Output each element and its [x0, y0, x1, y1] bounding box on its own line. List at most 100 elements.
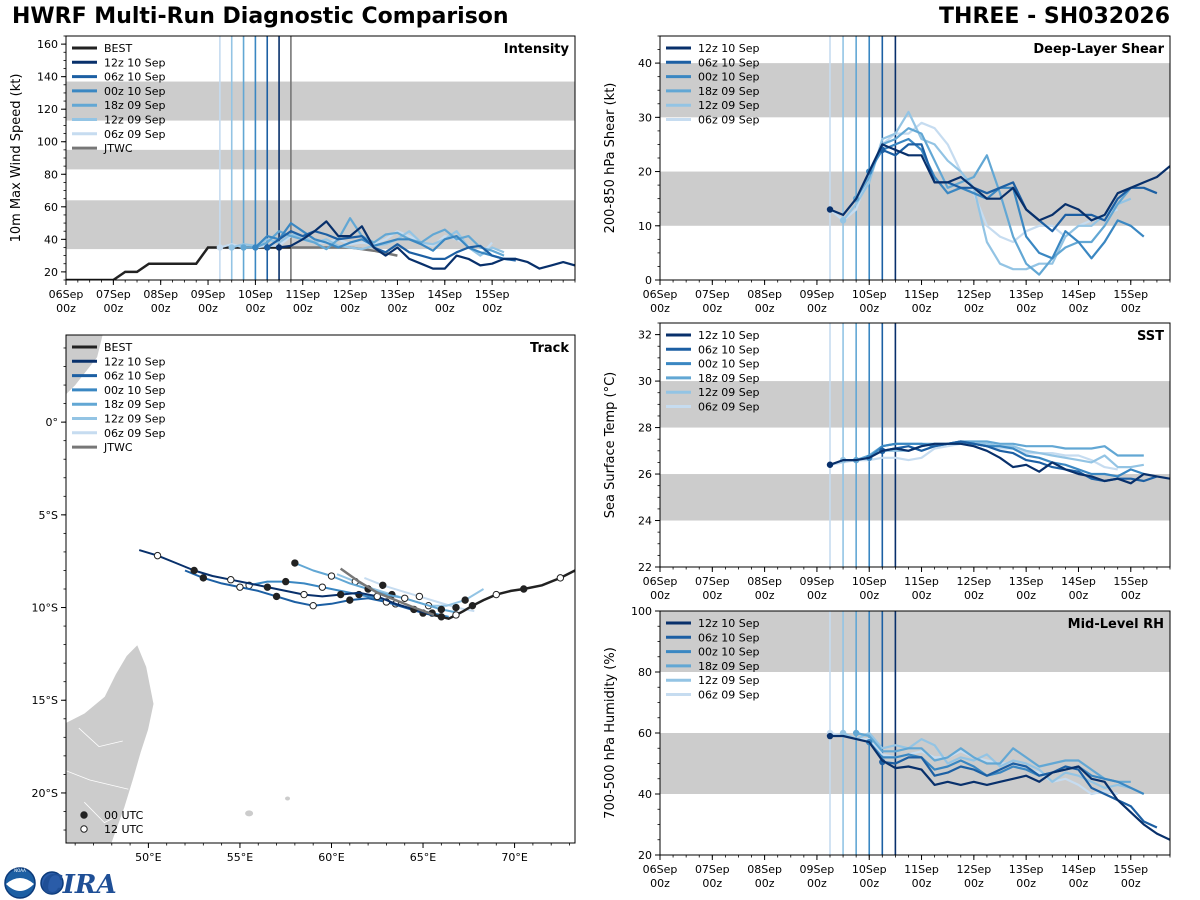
- x-tick-label-date: 09Sep: [191, 288, 226, 301]
- legend-label: 12z 09 Sep: [698, 386, 760, 399]
- legend-label: 12z 09 Sep: [104, 114, 166, 127]
- plot-area: [66, 36, 575, 280]
- x-tick-label-hour: 00z: [1069, 302, 1089, 315]
- y-axis-label: Sea Surface Temp (°C): [603, 372, 618, 519]
- x-tick-label-date: 10Sep: [852, 863, 887, 876]
- series-line: [868, 741, 1145, 795]
- series-start-point: [826, 732, 834, 740]
- legend-label: 12z 10 Sep: [104, 355, 166, 368]
- best-point-12utc: [556, 574, 565, 582]
- x-tick-label-hour: 00z: [1121, 589, 1141, 602]
- y-tick-label: 120: [37, 103, 58, 116]
- series-start-point: [252, 244, 259, 251]
- y-tick-label: 10: [638, 220, 652, 233]
- panel-title: Track: [530, 341, 569, 356]
- x-tick-label-hour: 00z: [859, 302, 879, 315]
- series-start-point: [275, 244, 283, 251]
- track-point-00utc: [346, 596, 354, 604]
- series-line: [868, 440, 1145, 478]
- x-tick-label-hour: 00z: [702, 877, 722, 890]
- track-point-00utc: [263, 583, 272, 591]
- x-tick-label-date: 07Sep: [96, 288, 131, 301]
- legend-label: 06z 09 Sep: [698, 114, 760, 127]
- logos: NOAA CIRA: [4, 867, 117, 900]
- legend-label: JTWC: [103, 142, 133, 155]
- series-start-point: [826, 206, 834, 213]
- legend-marker-label: 00 UTC: [104, 809, 144, 822]
- legend-label: 00z 10 Sep: [698, 646, 760, 659]
- x-tick-label-hour: 00z: [964, 877, 984, 890]
- x-tick-label-date: 12Sep: [956, 863, 991, 876]
- best-track-line: [66, 246, 291, 280]
- y-tick-label: 22: [638, 561, 652, 574]
- series-line: [842, 731, 1132, 790]
- legend-label: 06z 10 Sep: [698, 343, 760, 356]
- x-tick-label-date: 14Sep: [427, 288, 462, 301]
- x-tick-label-hour: 00z: [1121, 877, 1141, 890]
- series-start-point: [839, 217, 847, 224]
- x-tick-label-date: 09Sep: [800, 288, 835, 301]
- x-tick-label-date: 06Sep: [643, 863, 678, 876]
- series-line: [278, 220, 575, 270]
- x-tick-label-hour: 00z: [198, 302, 218, 315]
- x-tick-label-date: 12Sep: [333, 288, 368, 301]
- x-tick-label-hour: 00z: [807, 302, 827, 315]
- legend-label: 06z 10 Sep: [698, 56, 760, 69]
- legend-label: 06z 10 Sep: [104, 370, 166, 383]
- x-tick-label-date: 09Sep: [800, 575, 835, 588]
- x-tick-label-hour: 00z: [702, 302, 722, 315]
- x-tick-label-hour: 00z: [1069, 877, 1089, 890]
- x-tick-label-hour: 00z: [1016, 302, 1036, 315]
- y-tick-label: 140: [37, 71, 58, 84]
- africa-coast: [66, 335, 103, 395]
- x-tick-label-hour: 00z: [755, 877, 775, 890]
- y-tick-label: 24: [638, 515, 652, 528]
- track-point-12utc: [415, 592, 424, 601]
- series-start-point: [216, 244, 224, 251]
- legend-marker-label: 12 UTC: [104, 823, 144, 836]
- x-tick-label-hour: 00z: [755, 589, 775, 602]
- y-tick-label: 80: [638, 666, 652, 679]
- category-band: [66, 81, 575, 121]
- plot-frame: [659, 322, 1171, 568]
- legend-label: 00z 10 Sep: [104, 384, 166, 397]
- panel-title: SST: [1137, 329, 1164, 344]
- x-tick-label-hour: 00z: [650, 302, 670, 315]
- legend-label: BEST: [104, 42, 132, 55]
- series-start-point: [228, 244, 235, 251]
- track-point-00utc: [379, 581, 387, 589]
- reunion-island: [245, 810, 254, 817]
- legend-label: 12z 10 Sep: [104, 56, 166, 69]
- series-line: [855, 731, 1131, 783]
- legend-label: JTWC: [103, 441, 133, 454]
- x-tick-label-hour: 00z: [340, 302, 360, 315]
- x-tick-label-hour: 00z: [1016, 589, 1036, 602]
- x-tick-label: 60°E: [318, 851, 344, 864]
- y-tick-label: 100: [631, 605, 652, 618]
- category-band: [660, 63, 1170, 118]
- series-start-point: [852, 729, 860, 737]
- x-tick-label-hour: 00z: [56, 302, 76, 315]
- x-tick-label-hour: 00z: [859, 877, 879, 890]
- x-tick-label-date: 09Sep: [800, 863, 835, 876]
- x-tick-label-hour: 00z: [964, 589, 984, 602]
- y-tick-label: 32: [638, 329, 652, 342]
- admin-boundary: [84, 801, 116, 824]
- noaa-logo-text: NOAA: [14, 868, 26, 873]
- legend-label: 18z 09 Sep: [104, 398, 166, 411]
- storm-id-title: THREE - SH032026: [939, 4, 1170, 29]
- track-point-00utc: [461, 596, 469, 604]
- legend-label: 12z 09 Sep: [104, 413, 166, 426]
- track-point-00utc: [190, 566, 198, 575]
- legend-label: 12z 10 Sep: [698, 329, 760, 342]
- y-tick-label: 60: [638, 727, 652, 740]
- y-tick-label: 40: [638, 788, 652, 801]
- noaa-logo: NOAA: [4, 867, 36, 899]
- plot-area: [660, 611, 1170, 855]
- x-tick-label-hour: 00z: [807, 589, 827, 602]
- track-point-12utc: [153, 551, 162, 560]
- figure-title: HWRF Multi-Run Diagnostic Comparison: [12, 4, 509, 29]
- series-line: [830, 734, 1170, 841]
- x-tick-label-date: 06Sep: [49, 288, 84, 301]
